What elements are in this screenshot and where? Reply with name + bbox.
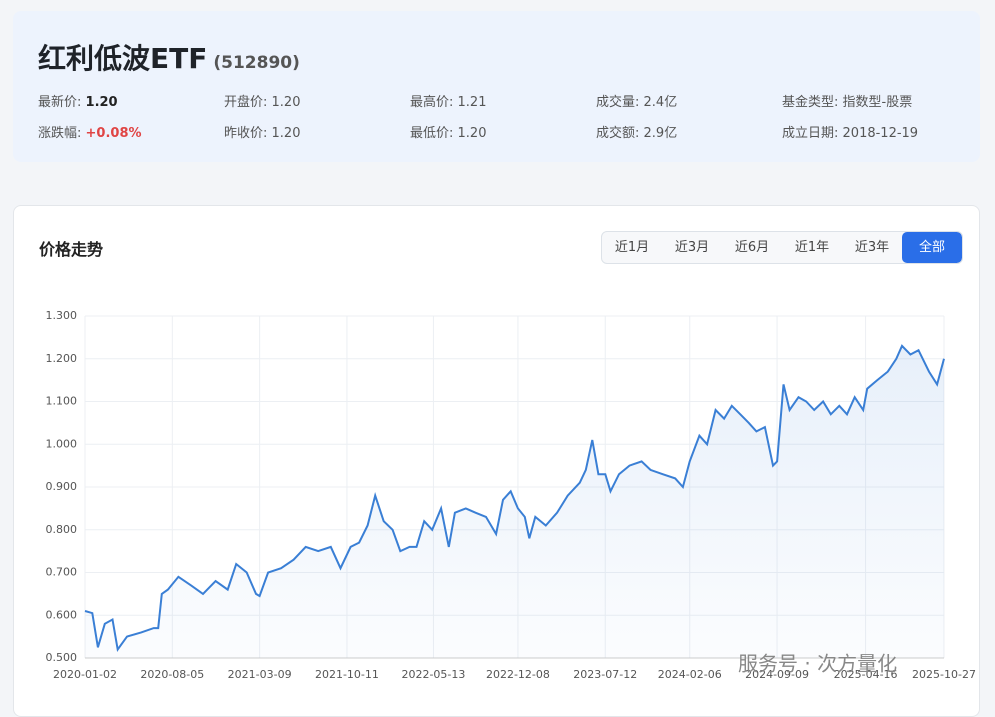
field-label: 最新价: xyxy=(38,95,82,110)
field-label: 成立日期: xyxy=(782,126,839,141)
field-label: 最低价: xyxy=(410,126,454,141)
range-button[interactable]: 近1月 xyxy=(614,240,650,255)
x-tick-label: 2025-04-16 xyxy=(834,668,898,681)
y-tick-label: 0.700 xyxy=(46,566,78,579)
y-tick-label: 0.500 xyxy=(46,651,78,664)
quote-field: 昨收价: 1.20 xyxy=(224,122,300,141)
y-tick-label: 1.200 xyxy=(46,352,78,365)
field-value: 2.9亿 xyxy=(643,126,678,141)
field-value: 1.21 xyxy=(457,95,487,110)
x-tick-label: 2023-07-12 xyxy=(573,668,637,681)
fund-name: 红利低波ETF xyxy=(38,42,208,75)
y-tick-label: 0.800 xyxy=(46,523,78,536)
field-label: 成交额: xyxy=(596,126,640,141)
x-tick-label: 2024-09-09 xyxy=(745,668,809,681)
quote-field: 涨跌幅: +0.08% xyxy=(38,122,142,141)
range-button[interactable]: 近1年 xyxy=(794,240,830,255)
field-label: 基金类型: xyxy=(782,95,839,110)
line xyxy=(84,344,945,653)
field-value: 指数型-股票 xyxy=(842,95,913,110)
x-tick-label: 2021-03-09 xyxy=(228,668,292,681)
field-value: 2.4亿 xyxy=(643,95,678,110)
y-tick-label: 0.900 xyxy=(46,480,78,493)
range-button[interactable]: 近3月 xyxy=(674,240,710,255)
x-tick-label: 2024-02-06 xyxy=(658,668,722,681)
range-button[interactable]: 近6月 xyxy=(734,240,770,255)
field-label: 涨跌幅: xyxy=(38,126,82,141)
field-value: 1.20 xyxy=(271,126,301,141)
field-label: 昨收价: xyxy=(224,126,268,141)
range-buttons: 近1月 近3月 近6月 近1年 近3年 全部 xyxy=(601,231,963,264)
field-label: 最高价: xyxy=(410,95,454,110)
fund-title: 红利低波ETF (512890) xyxy=(38,37,300,77)
quote-field: 开盘价: 1.20 xyxy=(224,91,300,110)
fund-code: (512890) xyxy=(213,53,300,73)
quote-card: 红利低波ETF (512890) 最新价: 1.20 开盘价: 1.20 最高价: 1… xyxy=(13,11,980,162)
y-tick-label: 1.300 xyxy=(46,309,78,322)
range-button[interactable]: 全部 xyxy=(902,232,962,263)
y-tick-label: 1.100 xyxy=(46,395,78,408)
x-tick-label: 2021-10-11 xyxy=(315,668,379,681)
field-value: 1.20 xyxy=(457,126,487,141)
watermark: 服务号 · 次方量化 xyxy=(738,652,897,676)
quote-field: 最高价: 1.21 xyxy=(410,91,486,110)
x-tick-label: 2020-08-05 xyxy=(140,668,204,681)
x-tick-label: 2022-12-08 xyxy=(486,668,550,681)
x-tick-label: 2022-05-13 xyxy=(401,668,465,681)
field-label: 成交量: xyxy=(596,95,640,110)
quote-field: 成立日期: 2018-12-19 xyxy=(782,122,918,141)
x-tick-label: 2025-10-27 xyxy=(912,668,976,681)
y-tick-label: 1.000 xyxy=(46,437,78,450)
field-value: 1.20 xyxy=(271,95,301,110)
field-value: 1.20 xyxy=(85,95,118,110)
x-tick-label: 2020-01-02 xyxy=(53,668,117,681)
quote-field: 最新价: 1.20 xyxy=(38,91,118,110)
quote-field: 最低价: 1.20 xyxy=(410,122,486,141)
field-value: 2018-12-19 xyxy=(842,126,919,141)
range-button[interactable]: 近3年 xyxy=(854,240,890,255)
chart-title: 价格走势 xyxy=(39,240,104,259)
field-label: 开盘价: xyxy=(224,95,268,110)
field-value: +0.08% xyxy=(85,126,142,141)
y-tick-label: 0.600 xyxy=(46,608,78,621)
quote-field: 成交额: 2.9亿 xyxy=(596,122,677,141)
quote-field: 基金类型: 指数型-股票 xyxy=(782,91,912,110)
quote-field: 成交量: 2.4亿 xyxy=(596,91,677,110)
